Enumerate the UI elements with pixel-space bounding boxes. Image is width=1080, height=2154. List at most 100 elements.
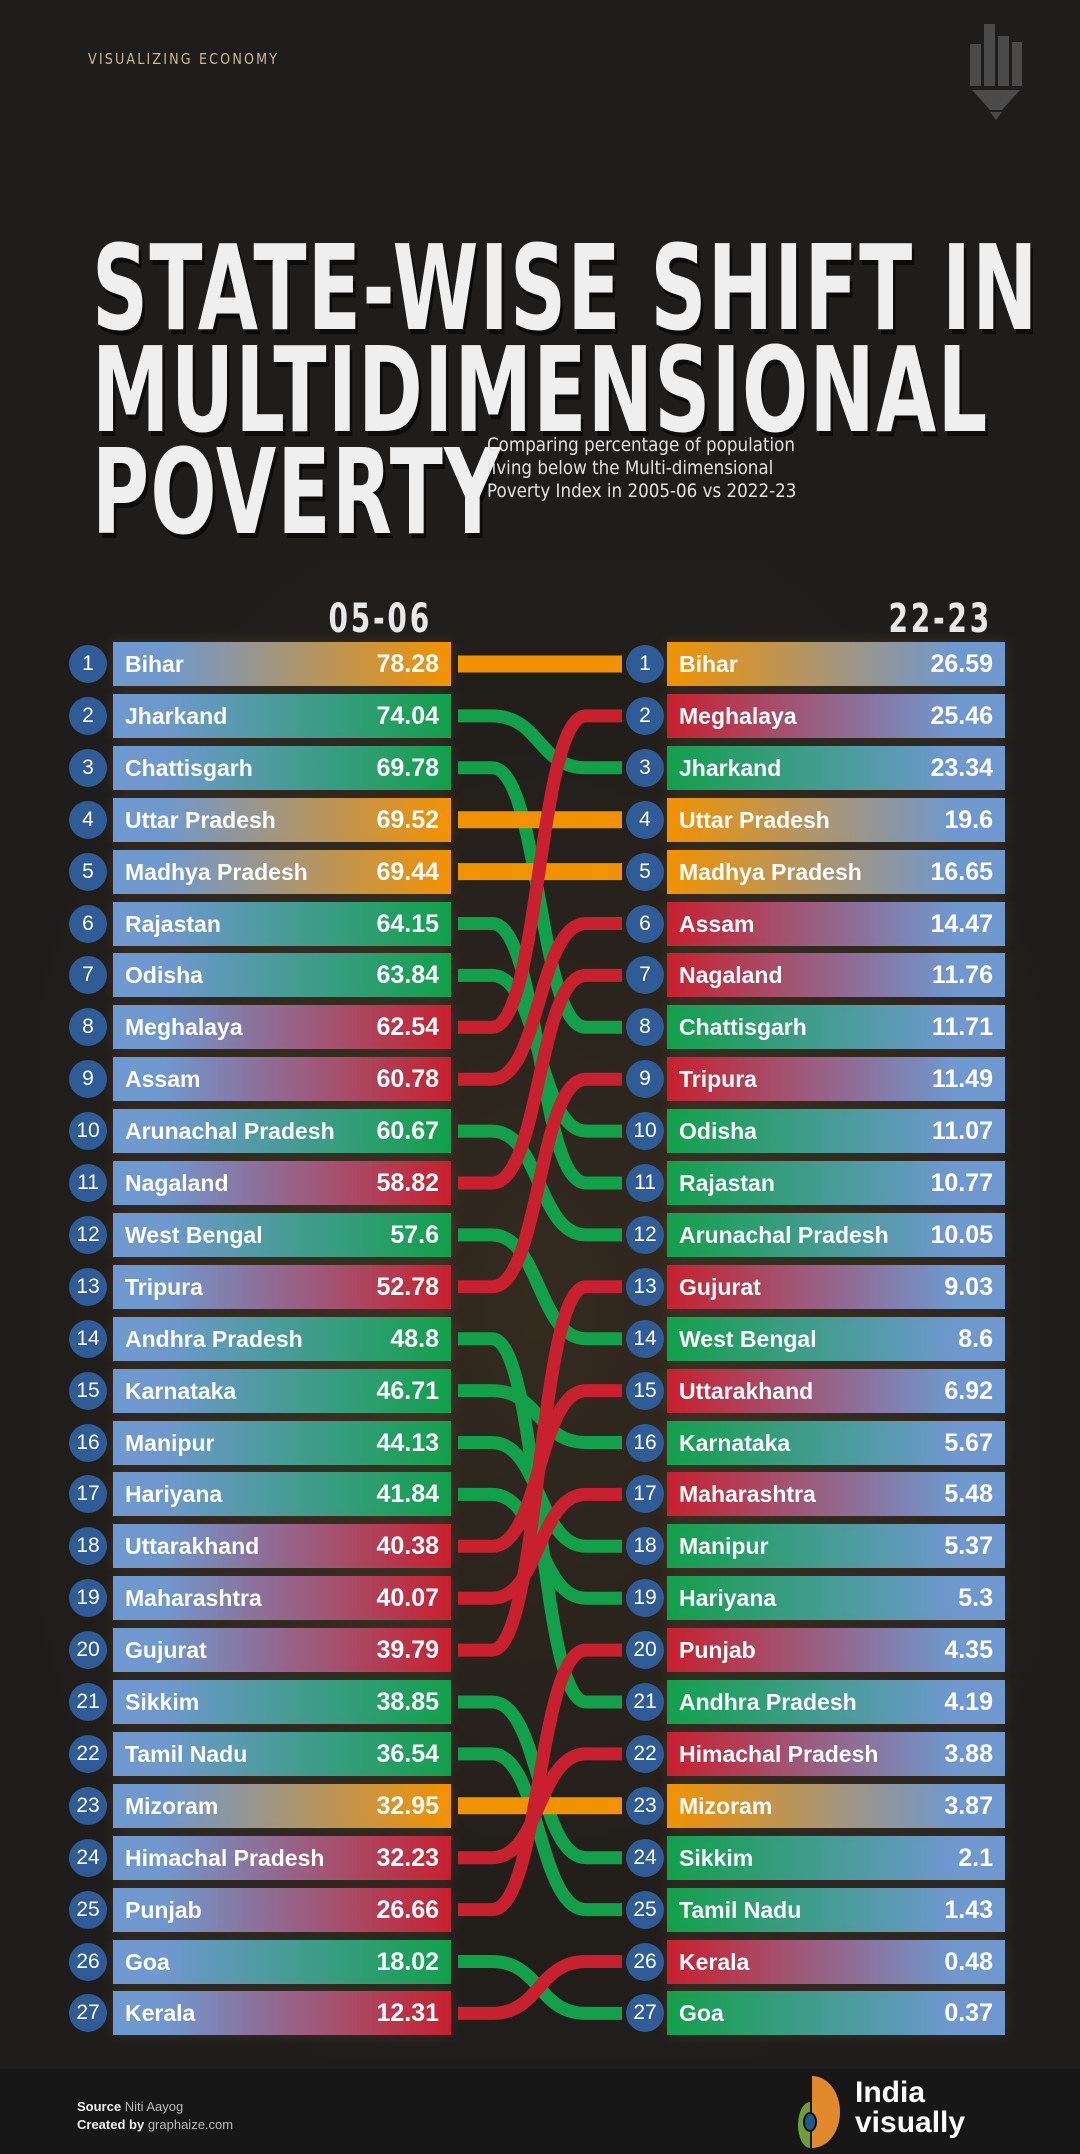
- bar-left-hariyana: Hariyana 41.84: [113, 1472, 451, 1517]
- rank-badge-left: 13: [69, 1267, 107, 1306]
- state-name: West Bengal: [679, 1325, 817, 1352]
- connector-nagaland: [458, 968, 622, 1190]
- connector-gujurat: [458, 1280, 622, 1657]
- state-name: Manipur: [125, 1429, 215, 1456]
- bar-right-tripura: Tripura 11.49: [667, 1057, 1005, 1102]
- rank-badge-left: 3: [69, 748, 107, 787]
- rank-badge-right: 14: [626, 1319, 664, 1358]
- value-label: 10.05: [930, 1220, 993, 1249]
- state-name: Odisha: [679, 1118, 757, 1145]
- value-label: 48.8: [390, 1324, 439, 1353]
- value-label: 74.04: [376, 701, 439, 730]
- value-label: 4.35: [944, 1636, 993, 1665]
- bar-left-nagaland: Nagaland 58.82: [113, 1161, 451, 1205]
- bar-right-punjab: Punjab 4.35: [667, 1628, 1005, 1673]
- rank-badge-left: 25: [69, 1890, 107, 1929]
- rank-badge-right: 10: [626, 1112, 664, 1151]
- value-label: 69.52: [376, 805, 439, 834]
- rank-badge-left: 10: [69, 1112, 107, 1151]
- rank-badge-left: 8: [69, 1008, 107, 1047]
- value-label: 0.48: [944, 1947, 993, 1976]
- bar-right-arunachal-pradesh: Arunachal Pradesh 10.05: [667, 1212, 1005, 1257]
- bar-left-manipur: Manipur 44.13: [113, 1420, 451, 1465]
- value-label: 2.1: [958, 1843, 993, 1872]
- value-label: 26.66: [376, 1895, 439, 1924]
- bar-left-kerala: Kerala 12.31: [113, 1991, 451, 2036]
- rank-badge-right: 17: [626, 1475, 664, 1514]
- rank-badge-left: 17: [69, 1475, 107, 1514]
- value-label: 14.47: [930, 909, 993, 938]
- column-header-2223: 22-23: [888, 596, 992, 642]
- bar-left-jharkand: Jharkand 74.04: [113, 693, 451, 738]
- rank-badge-right: 24: [626, 1838, 664, 1877]
- state-name: Gujurat: [125, 1637, 207, 1664]
- connector-tripura: [458, 1072, 622, 1294]
- value-label: 19.6: [944, 805, 993, 834]
- bar-left-sikkim: Sikkim 38.85: [113, 1680, 451, 1724]
- bar-left-rajastan: Rajastan 64.15: [113, 901, 451, 946]
- state-name: Madhya Pradesh: [679, 858, 862, 885]
- rank-badge-right: 26: [626, 1942, 664, 1981]
- state-name: Kerala: [125, 2000, 196, 2027]
- state-name: Bihar: [679, 651, 738, 677]
- title-line-1: STATE-WISE SHIFT IN: [92, 219, 1039, 357]
- state-name: Tamil Nadu: [679, 1896, 802, 1923]
- value-label: 3.87: [944, 1791, 993, 1820]
- state-name: Uttar Pradesh: [679, 806, 830, 833]
- state-name: Nagaland: [679, 962, 783, 989]
- bar-left-odisha: Odisha 63.84: [113, 953, 451, 998]
- bar-right-himachal-pradesh: Himachal Pradesh 3.88: [667, 1731, 1005, 1776]
- bar-left-andhra-pradesh: Andhra Pradesh 48.8: [113, 1316, 451, 1361]
- state-name: Jharkand: [125, 702, 228, 729]
- connector-andhra-pradesh: [458, 1332, 622, 1709]
- rank-badge-right: 8: [626, 1008, 664, 1047]
- state-name: Meghalaya: [679, 702, 797, 729]
- bar-right-hariyana: Hariyana 5.3: [667, 1576, 1005, 1621]
- rank-badge-right: 1: [626, 645, 664, 683]
- state-name: Assam: [679, 910, 755, 937]
- value-label: 8.6: [958, 1324, 993, 1353]
- value-label: 78.28: [376, 650, 439, 678]
- rank-badge-right: 2: [626, 696, 664, 735]
- state-name: Maharashtra: [125, 1585, 262, 1612]
- value-label: 5.67: [944, 1428, 993, 1457]
- state-name: Uttarakhand: [679, 1377, 814, 1404]
- value-label: 39.79: [376, 1636, 439, 1665]
- state-name: West Bengal: [125, 1221, 263, 1248]
- value-label: 69.78: [376, 753, 439, 782]
- rank-badge-left: 21: [69, 1683, 107, 1721]
- rank-badge-right: 12: [626, 1215, 664, 1254]
- rank-badge-left: 11: [69, 1164, 107, 1202]
- rank-badge-left: 5: [69, 852, 107, 891]
- bar-right-chattisgarh: Chattisgarh 11.71: [667, 1005, 1005, 1050]
- state-name: Gujurat: [679, 1273, 761, 1300]
- bar-left-gujurat: Gujurat 39.79: [113, 1628, 451, 1673]
- bar-right-kerala: Kerala 0.48: [667, 1939, 1005, 1984]
- rank-badge-right: 4: [626, 800, 664, 839]
- value-label: 5.37: [944, 1532, 993, 1561]
- value-label: 63.84: [376, 961, 439, 990]
- rank-badge-right: 9: [626, 1060, 664, 1099]
- rank-badge-left: 23: [69, 1786, 107, 1825]
- state-name: Arunachal Pradesh: [679, 1221, 889, 1248]
- value-label: 6.92: [944, 1376, 993, 1405]
- bar-right-uttar-pradesh: Uttar Pradesh 19.6: [667, 797, 1005, 842]
- bar-right-assam: Assam 14.47: [667, 901, 1005, 946]
- state-name: Uttarakhand: [125, 1533, 260, 1560]
- rank-badge-right: 11: [626, 1164, 664, 1202]
- connector-punjab: [458, 1643, 622, 1917]
- bar-right-manipur: Manipur 5.37: [667, 1524, 1005, 1569]
- bar-right-mizoram: Mizoram 3.87: [667, 1783, 1005, 1828]
- bar-right-gujurat: Gujurat 9.03: [667, 1264, 1005, 1309]
- bar-right-goa: Goa 0.37: [667, 1991, 1005, 2036]
- rank-badge-right: 13: [626, 1267, 664, 1306]
- pencil-chart-logo-icon: [970, 24, 1022, 120]
- value-label: 1.43: [944, 1895, 993, 1924]
- bar-right-andhra-pradesh: Andhra Pradesh 4.19: [667, 1680, 1005, 1724]
- state-name: Bihar: [125, 651, 184, 677]
- bar-left-bihar: Bihar 78.28: [113, 642, 451, 686]
- state-name: Himachal Pradesh: [125, 1844, 325, 1871]
- bar-left-west-bengal: West Bengal 57.6: [113, 1212, 451, 1257]
- source-value: Niti Aayog: [124, 2099, 184, 2114]
